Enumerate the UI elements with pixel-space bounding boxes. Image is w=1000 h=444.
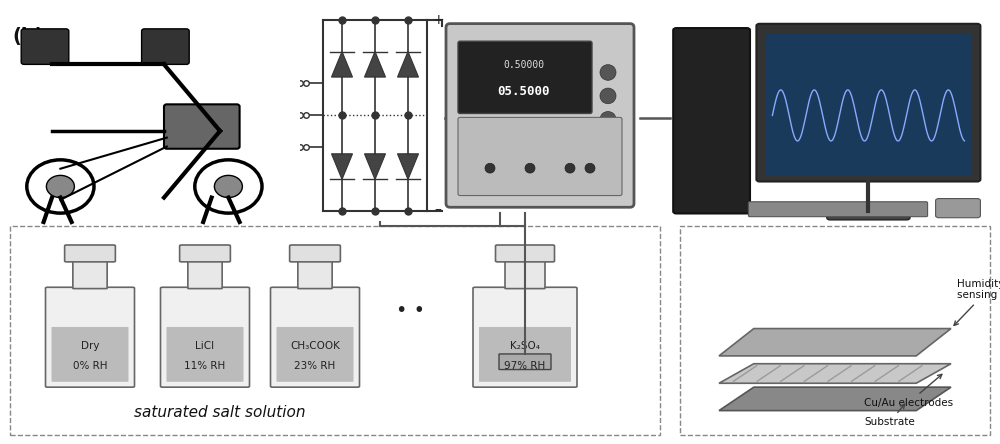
FancyBboxPatch shape [827,205,910,220]
Text: –: – [435,204,441,218]
Polygon shape [397,154,418,179]
Text: Cu/Au electrodes: Cu/Au electrodes [864,374,953,408]
FancyBboxPatch shape [756,24,980,182]
Circle shape [600,111,616,127]
FancyBboxPatch shape [505,261,545,289]
Text: Humidity
sensing film: Humidity sensing film [954,279,1000,325]
Polygon shape [719,329,951,356]
Circle shape [565,163,575,173]
FancyBboxPatch shape [479,327,571,382]
Text: 05.5000: 05.5000 [498,86,550,99]
FancyBboxPatch shape [164,104,240,149]
Circle shape [600,135,616,151]
Text: 0.50000: 0.50000 [503,59,545,70]
Text: K₂SO₄: K₂SO₄ [510,341,540,351]
Polygon shape [364,154,386,179]
Circle shape [214,175,242,198]
Text: saturated salt solution: saturated salt solution [134,404,306,420]
FancyBboxPatch shape [276,327,354,382]
FancyBboxPatch shape [188,261,222,289]
Polygon shape [719,387,951,411]
Text: Dry: Dry [81,341,99,351]
Text: • •: • • [396,301,424,320]
FancyBboxPatch shape [270,287,360,387]
Polygon shape [364,52,386,77]
FancyBboxPatch shape [936,198,980,218]
FancyBboxPatch shape [458,117,622,195]
FancyBboxPatch shape [180,245,230,262]
FancyBboxPatch shape [499,354,551,369]
Polygon shape [332,154,352,179]
FancyBboxPatch shape [458,41,592,114]
FancyBboxPatch shape [160,287,250,387]
FancyBboxPatch shape [766,35,971,175]
FancyBboxPatch shape [680,226,990,435]
FancyBboxPatch shape [142,29,189,64]
FancyBboxPatch shape [473,287,577,387]
Circle shape [485,163,495,173]
Text: (b): (b) [12,27,44,46]
FancyBboxPatch shape [52,327,128,382]
FancyBboxPatch shape [446,24,634,207]
Text: 23% RH: 23% RH [294,361,336,371]
FancyBboxPatch shape [10,226,660,435]
FancyBboxPatch shape [73,261,107,289]
FancyBboxPatch shape [45,287,134,387]
Polygon shape [397,52,418,77]
Circle shape [46,175,74,198]
Polygon shape [332,52,352,77]
Text: CH₃COOK: CH₃COOK [290,341,340,351]
Text: +: + [432,12,444,27]
Circle shape [600,65,616,80]
FancyBboxPatch shape [65,245,115,262]
FancyBboxPatch shape [496,245,554,262]
Text: LiCl: LiCl [195,341,215,351]
Circle shape [600,88,616,104]
FancyBboxPatch shape [748,202,928,217]
FancyBboxPatch shape [298,261,332,289]
Circle shape [585,163,595,173]
Polygon shape [719,364,951,383]
Text: 0% RH: 0% RH [73,361,107,371]
FancyBboxPatch shape [290,245,340,262]
Text: Substrate: Substrate [864,404,915,427]
FancyBboxPatch shape [166,327,244,382]
Circle shape [525,163,535,173]
Text: 11% RH: 11% RH [184,361,226,371]
FancyBboxPatch shape [21,29,69,64]
FancyBboxPatch shape [673,28,750,214]
Text: 97% RH: 97% RH [504,361,546,371]
